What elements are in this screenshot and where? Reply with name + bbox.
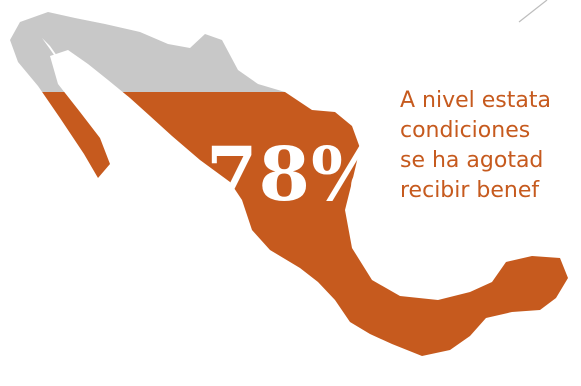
- caption-line-1: A nivel estata: [400, 88, 551, 113]
- diagonal-line: [518, 0, 548, 23]
- percent-label: 78%: [206, 132, 383, 218]
- caption-line-2: condiciones: [400, 118, 531, 143]
- caption-text: A nivel estata condiciones se ha agotad …: [400, 86, 581, 206]
- map-unfilled-area: [10, 12, 568, 92]
- caption-line-3: se ha agotad: [400, 148, 544, 173]
- caption-line-4: recibir benef: [400, 178, 540, 203]
